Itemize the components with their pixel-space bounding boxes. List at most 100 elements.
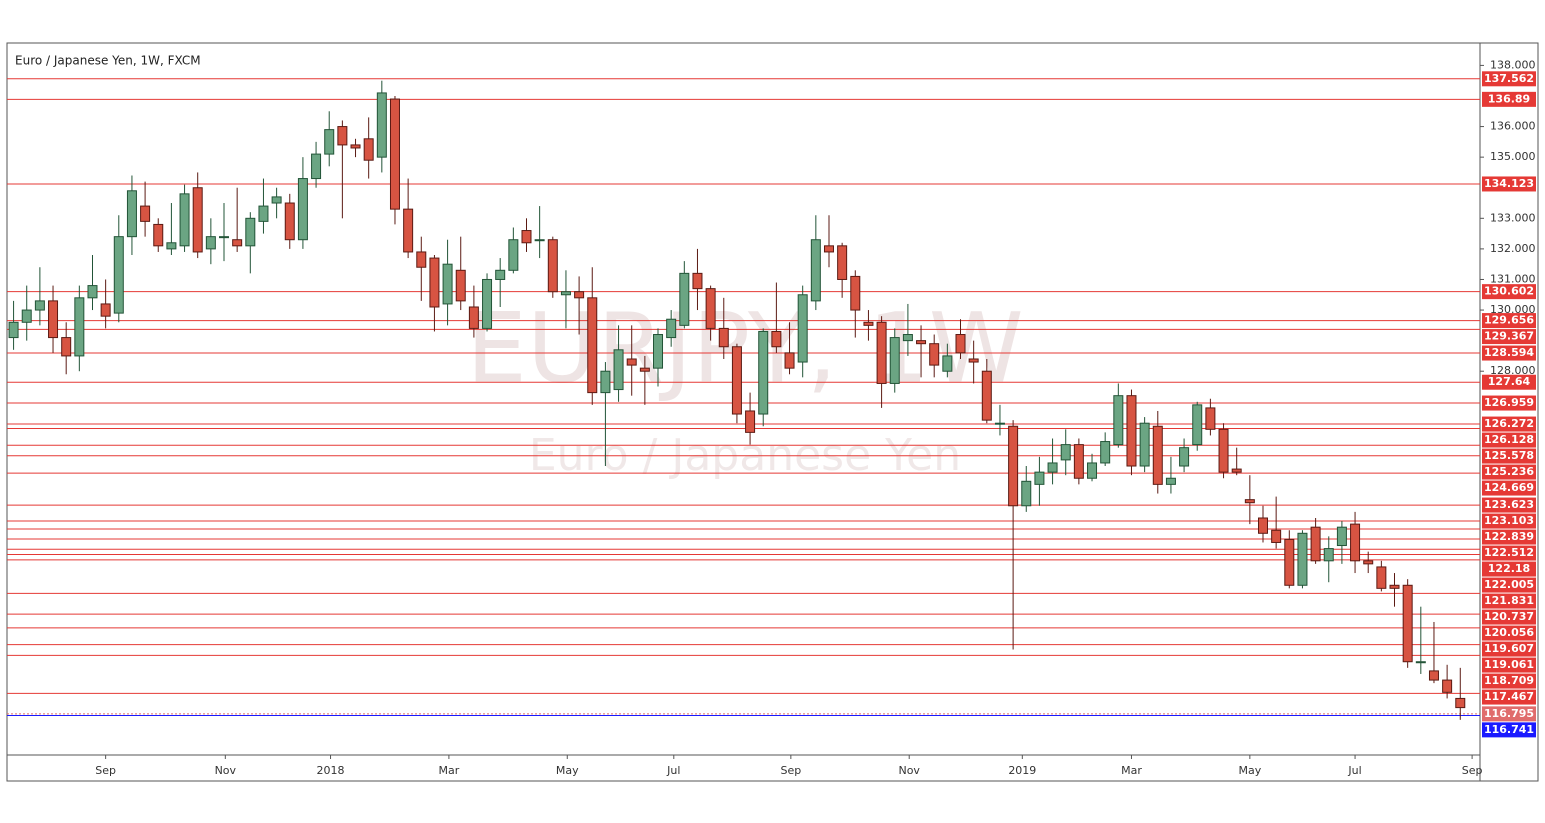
candle-body bbox=[8, 321, 19, 339]
level-label-box bbox=[1482, 593, 1536, 609]
candle-body bbox=[1297, 532, 1308, 586]
level-label: 123.623 bbox=[1484, 498, 1534, 511]
price-label: 116.741 bbox=[1484, 723, 1534, 736]
candle-body bbox=[311, 153, 322, 180]
level-label: 126.959 bbox=[1484, 396, 1534, 409]
candle-body bbox=[1376, 566, 1387, 589]
candle-body bbox=[337, 126, 348, 146]
level-label-box bbox=[1482, 432, 1536, 448]
x-tick-label: 2018 bbox=[317, 764, 345, 777]
candle-body bbox=[863, 321, 874, 326]
candle-body bbox=[600, 370, 611, 394]
level-label: 126.272 bbox=[1484, 417, 1534, 430]
level-label-box bbox=[1482, 313, 1536, 329]
candle-body bbox=[1428, 670, 1439, 681]
candle-body bbox=[271, 196, 282, 204]
candle-body bbox=[1008, 425, 1019, 507]
level-label: 129.367 bbox=[1484, 330, 1534, 343]
level-label: 122.512 bbox=[1484, 546, 1534, 559]
candle-body bbox=[416, 251, 427, 268]
candle-body bbox=[1415, 661, 1426, 664]
candle-body bbox=[192, 187, 203, 253]
candle-body bbox=[100, 303, 111, 317]
candle-body bbox=[442, 263, 453, 305]
candle-body bbox=[1113, 395, 1124, 446]
level-label: 125.236 bbox=[1484, 465, 1534, 478]
level-label: 122.839 bbox=[1484, 530, 1534, 543]
level-label-box bbox=[1482, 625, 1536, 641]
level-label-box bbox=[1482, 464, 1536, 480]
level-label: 118.709 bbox=[1484, 674, 1534, 687]
candle-body bbox=[455, 269, 466, 302]
candle-body bbox=[113, 236, 124, 314]
candle-body bbox=[850, 275, 861, 311]
candle-body bbox=[1205, 407, 1216, 430]
candle-body bbox=[376, 92, 387, 158]
candle-body bbox=[626, 358, 637, 366]
candle-body bbox=[587, 297, 598, 394]
level-label: 127.64 bbox=[1488, 375, 1531, 388]
candle-body bbox=[718, 327, 729, 348]
chart-title: Euro / Japanese Yen, 1W, FXCM bbox=[15, 54, 201, 68]
candle-body bbox=[810, 239, 821, 302]
candle-body bbox=[902, 334, 913, 342]
candle-body bbox=[653, 334, 664, 369]
candle-body bbox=[705, 288, 716, 329]
level-label-box bbox=[1482, 284, 1536, 300]
candle-body bbox=[1310, 526, 1321, 562]
candle-body bbox=[547, 239, 558, 293]
y-tick-label: 138.000 bbox=[1490, 58, 1536, 71]
candle-body bbox=[1179, 447, 1190, 467]
candle-body bbox=[403, 208, 414, 253]
candle-body bbox=[771, 330, 782, 348]
candle-body bbox=[61, 337, 72, 357]
level-label-box bbox=[1482, 609, 1536, 625]
y-tick-label: 133.000 bbox=[1490, 211, 1536, 224]
x-tick-label: Sep bbox=[1462, 764, 1483, 777]
candle-body bbox=[1152, 425, 1163, 485]
level-label-box bbox=[1482, 513, 1536, 529]
level-label-box bbox=[1482, 416, 1536, 432]
y-tick-label: 136.000 bbox=[1490, 120, 1536, 133]
level-label: 122.005 bbox=[1484, 578, 1534, 591]
candle-body bbox=[1047, 462, 1058, 473]
candle-body bbox=[258, 205, 269, 222]
level-label-box bbox=[1482, 689, 1536, 705]
candle-body bbox=[140, 205, 151, 222]
candle-body bbox=[1257, 517, 1268, 534]
candle-body bbox=[1363, 560, 1374, 565]
candle-body bbox=[955, 334, 966, 354]
candle-body bbox=[994, 422, 1005, 425]
x-tick-label: Jul bbox=[666, 764, 680, 777]
candle-body bbox=[981, 370, 992, 421]
level-label: 117.467 bbox=[1484, 690, 1534, 703]
level-label-box bbox=[1482, 374, 1536, 390]
candle-body bbox=[1192, 404, 1203, 446]
level-label-box bbox=[1482, 91, 1536, 107]
candle-body bbox=[758, 330, 769, 415]
candle-body bbox=[560, 291, 571, 296]
candle-body bbox=[1087, 462, 1098, 479]
candle-body bbox=[666, 318, 677, 339]
candle-body bbox=[1350, 523, 1361, 562]
level-label-box bbox=[1482, 395, 1536, 411]
candle-body bbox=[745, 410, 756, 433]
candle-body bbox=[48, 300, 59, 339]
candle-body bbox=[574, 291, 585, 299]
level-label-box bbox=[1482, 673, 1536, 689]
level-label: 126.128 bbox=[1484, 433, 1534, 446]
candle-body bbox=[916, 340, 927, 345]
candle-body bbox=[1336, 526, 1347, 547]
candle-body bbox=[74, 297, 85, 357]
level-label: 119.607 bbox=[1484, 642, 1534, 655]
candle-body bbox=[324, 129, 335, 155]
level-label: 129.656 bbox=[1484, 314, 1534, 327]
x-tick-label: May bbox=[1238, 764, 1261, 777]
candle-body bbox=[613, 349, 624, 391]
candle-body bbox=[1034, 471, 1045, 485]
candle-body bbox=[363, 138, 374, 161]
candle-body bbox=[823, 245, 834, 253]
candle-body bbox=[245, 217, 256, 247]
candle-body bbox=[297, 178, 308, 241]
